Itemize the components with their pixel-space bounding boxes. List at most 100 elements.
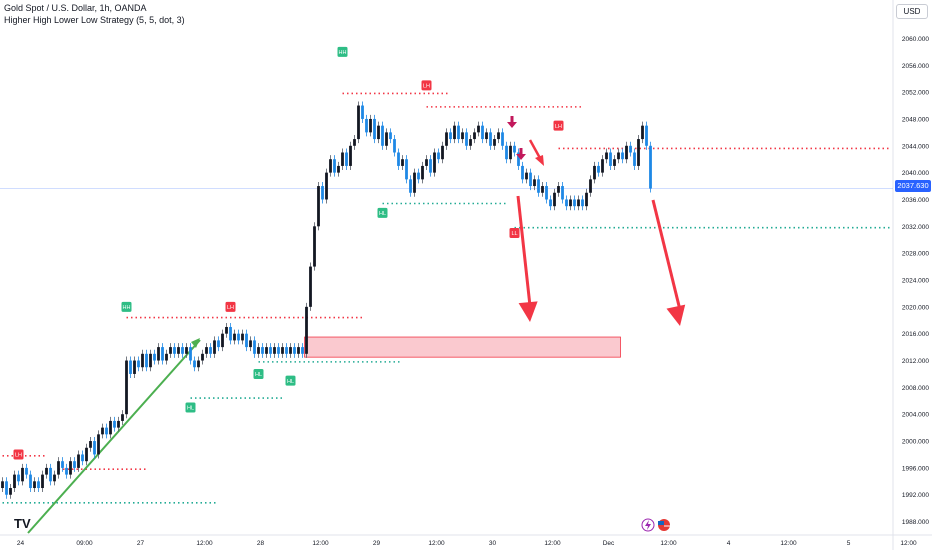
candle-body bbox=[349, 145, 352, 166]
candle-body bbox=[265, 347, 268, 354]
candle-body bbox=[281, 347, 284, 354]
swing-label-box bbox=[285, 375, 296, 386]
swing-label-text: HH bbox=[339, 50, 347, 56]
candle-body bbox=[77, 454, 80, 468]
candle-body bbox=[37, 481, 40, 489]
candle-body bbox=[29, 474, 32, 489]
candle-body bbox=[289, 347, 292, 354]
candle-body bbox=[585, 192, 588, 207]
y-tick-label: 2024.000 bbox=[902, 278, 929, 285]
candle-body bbox=[153, 353, 156, 361]
swing-label-box bbox=[13, 449, 24, 460]
swing-label-text: LH bbox=[423, 84, 430, 90]
candle-body bbox=[445, 132, 448, 146]
candle-body bbox=[453, 125, 456, 140]
candle-body bbox=[609, 152, 612, 166]
x-tick-label: 24 bbox=[17, 540, 25, 547]
candle-body bbox=[525, 172, 528, 180]
candle-body bbox=[233, 333, 236, 341]
candle-body bbox=[569, 199, 572, 207]
candle-body bbox=[249, 340, 252, 348]
candle-body bbox=[205, 347, 208, 354]
candle-body bbox=[257, 347, 260, 354]
candle-body bbox=[41, 474, 44, 489]
candle-body bbox=[161, 347, 164, 361]
y-tick-label: 1992.000 bbox=[902, 492, 929, 499]
candle-body bbox=[641, 125, 644, 140]
candle-body bbox=[25, 467, 28, 475]
candle-body bbox=[489, 132, 492, 146]
currency-selector[interactable]: USD bbox=[896, 4, 928, 19]
candle-body bbox=[33, 481, 36, 489]
candle-body bbox=[477, 125, 480, 133]
candle-body bbox=[221, 333, 224, 348]
candle-body bbox=[65, 467, 68, 475]
candle-body bbox=[541, 186, 544, 193]
y-tick-label: 2000.000 bbox=[902, 439, 929, 446]
demand-zone bbox=[304, 336, 621, 358]
candle-body bbox=[549, 199, 552, 207]
swing-label-text: HH bbox=[123, 305, 131, 311]
down-arrow-2-shaft bbox=[651, 199, 682, 311]
candle-body bbox=[189, 347, 192, 361]
trend-line bbox=[27, 338, 201, 534]
small-arrow-2-head bbox=[516, 154, 526, 160]
candle-body bbox=[93, 441, 96, 455]
candle-body bbox=[465, 132, 468, 146]
candle-body bbox=[185, 347, 188, 354]
candle-body bbox=[69, 461, 72, 475]
candle-body bbox=[545, 186, 548, 200]
annotation-arrows bbox=[507, 116, 686, 326]
uptrend-line bbox=[27, 339, 201, 534]
candle-body bbox=[193, 360, 196, 368]
y-tick-label: 2008.000 bbox=[902, 385, 929, 392]
candle-body bbox=[357, 105, 360, 140]
candle-body bbox=[341, 152, 344, 166]
candle-body bbox=[89, 441, 92, 448]
y-tick-label: 2036.000 bbox=[902, 197, 929, 204]
x-tick-label: 12:00 bbox=[312, 540, 329, 547]
x-tick-label: 12:00 bbox=[780, 540, 797, 547]
candle-body bbox=[253, 340, 256, 354]
swing-label-box bbox=[337, 46, 348, 57]
swing-label-box bbox=[421, 80, 432, 91]
candle-body bbox=[269, 347, 272, 354]
candle-body bbox=[145, 353, 148, 368]
candle-body bbox=[401, 159, 404, 166]
y-tick-label: 2004.000 bbox=[902, 412, 929, 419]
x-tick-label: 30 bbox=[489, 540, 497, 547]
candle-body bbox=[53, 474, 56, 482]
candle-body bbox=[461, 132, 464, 140]
swing-label-box bbox=[377, 207, 388, 218]
candle-body bbox=[149, 353, 152, 368]
candle-body bbox=[389, 132, 392, 140]
x-tick-label: 12:00 bbox=[544, 540, 561, 547]
x-tick-label: Dec bbox=[603, 540, 615, 547]
swing-label-box bbox=[553, 120, 564, 131]
swing-label-box bbox=[121, 301, 132, 312]
candle-body bbox=[141, 353, 144, 368]
candle-body bbox=[593, 165, 596, 180]
candle-body bbox=[201, 353, 204, 361]
candle-body bbox=[133, 360, 136, 374]
candle-body bbox=[213, 340, 216, 354]
candle-body bbox=[21, 467, 24, 482]
y-tick-label: 2016.000 bbox=[902, 331, 929, 338]
swing-label-text: HL bbox=[187, 406, 194, 412]
candle-body bbox=[565, 199, 568, 207]
x-tick-label: 12:00 bbox=[660, 540, 677, 547]
candle-body bbox=[365, 118, 368, 133]
candle-body bbox=[261, 347, 264, 354]
swing-label-text: HL bbox=[255, 372, 262, 378]
swing-label-box bbox=[253, 368, 264, 379]
candle-body bbox=[173, 347, 176, 354]
candle-body bbox=[393, 139, 396, 153]
candle-body bbox=[1, 481, 4, 489]
candle-body bbox=[537, 179, 540, 193]
candle-body bbox=[85, 447, 88, 462]
swing-label-text: HL bbox=[379, 211, 386, 217]
small-arrow-1-head bbox=[507, 122, 517, 128]
candle-body bbox=[297, 347, 300, 354]
